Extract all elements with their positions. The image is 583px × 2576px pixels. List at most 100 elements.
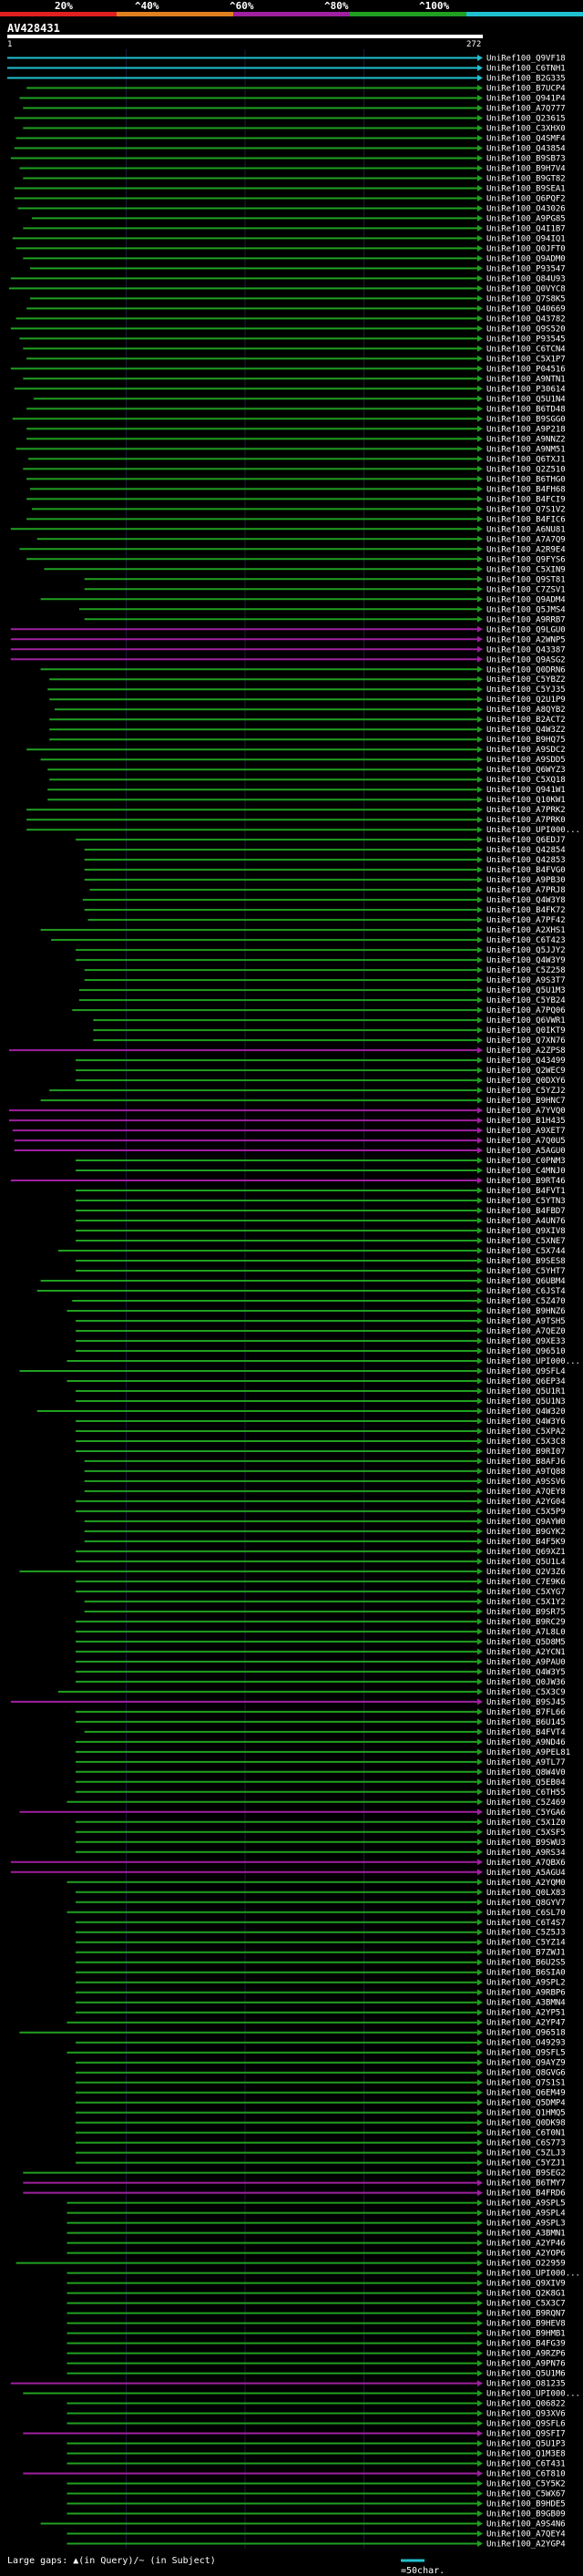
hit-label[interactable]: UniRef100_B9GT82	[486, 174, 566, 183]
hit-label[interactable]: UniRef100_A2YP46	[486, 2240, 566, 2249]
hit-label[interactable]: UniRef100_Q9SFL5	[486, 2049, 566, 2058]
hit-label[interactable]: UniRef100_A2YP51	[486, 2009, 566, 2018]
hit-label[interactable]: UniRef100_A9RRB7	[486, 615, 566, 624]
hit-label[interactable]: UniRef100_Q9FYS6	[486, 555, 566, 564]
hit-label[interactable]: UniRef100_B6SIA0	[486, 1969, 566, 1978]
hit-label[interactable]: UniRef100_A9PG85	[486, 214, 566, 223]
hit-label[interactable]: UniRef100_C5X3C9	[486, 1688, 566, 1697]
hit-label[interactable]: UniRef100_Q0JW36	[486, 1678, 566, 1687]
hit-label[interactable]: UniRef100_Q6EDJ7	[486, 836, 566, 845]
hit-label[interactable]: UniRef100_Q4W3Y9	[486, 956, 566, 965]
hit-label[interactable]: UniRef100_A9TSH5	[486, 1317, 566, 1326]
hit-label[interactable]: UniRef100_Q42854	[486, 846, 566, 855]
hit-label[interactable]: UniRef100_Q9XE33	[486, 1337, 566, 1346]
hit-label[interactable]: UniRef100_B6U145	[486, 1718, 566, 1727]
hit-label[interactable]: UniRef100_A9NM51	[486, 445, 566, 454]
hit-label[interactable]: UniRef100_A9TQ88	[486, 1468, 566, 1477]
hit-label[interactable]: UniRef100_Q2K8G1	[486, 2290, 566, 2299]
hit-label[interactable]: UniRef100_B2G335	[486, 74, 566, 83]
hit-label[interactable]: UniRef100_O22959	[486, 2260, 566, 2269]
hit-label[interactable]: UniRef100_C6JST4	[486, 1287, 566, 1296]
hit-label[interactable]: UniRef100_P30614	[486, 385, 566, 394]
hit-label[interactable]: UniRef100_A7PRJ8	[486, 886, 566, 895]
hit-label[interactable]: UniRef100_C5X744	[486, 1247, 566, 1256]
hit-label[interactable]: UniRef100_C5XSF5	[486, 1829, 566, 1838]
hit-label[interactable]: UniRef100_Q6UBM4	[486, 1277, 566, 1286]
hit-label[interactable]: UniRef100_Q9SFL4	[486, 1367, 566, 1376]
hit-label[interactable]: UniRef100_C6TNH1	[486, 64, 566, 73]
hit-label[interactable]: UniRef100_Q96510	[486, 1347, 566, 1356]
hit-label[interactable]: UniRef100_C4MNJ0	[486, 1167, 566, 1176]
hit-label[interactable]: UniRef100_A9SDC2	[486, 746, 566, 755]
hit-label[interactable]: UniRef100_Q9S520	[486, 325, 566, 334]
hit-label[interactable]: UniRef100_Q5JMS4	[486, 605, 566, 614]
hit-label[interactable]: UniRef100_B6TMY7	[486, 2179, 566, 2189]
hit-label[interactable]: UniRef100_C5X1Y2	[486, 1598, 566, 1607]
hit-label[interactable]: UniRef100_C6T810	[486, 2470, 566, 2479]
hit-label[interactable]: UniRef100_B9HNC7	[486, 1097, 566, 1106]
hit-label[interactable]: UniRef100_Q0DK98	[486, 2119, 566, 2128]
hit-label[interactable]: UniRef100_Q4SMF4	[486, 134, 566, 143]
hit-label[interactable]: UniRef100_Q5U1P3	[486, 2440, 566, 2449]
hit-label[interactable]: UniRef100_C5YHT7	[486, 1267, 566, 1276]
hit-label[interactable]: UniRef100_B9SGG0	[486, 415, 566, 424]
hit-label[interactable]: UniRef100_B9SJ45	[486, 1698, 566, 1707]
hit-label[interactable]: UniRef100_B9GB09	[486, 2510, 566, 2519]
hit-label[interactable]: UniRef100_Q5U1M3	[486, 986, 566, 995]
hit-label[interactable]: UniRef100_B7FL66	[486, 1708, 566, 1717]
hit-label[interactable]: UniRef100_A5AGU0	[486, 1147, 566, 1156]
hit-label[interactable]: UniRef100_C5X3C8	[486, 1437, 566, 1447]
hit-label[interactable]: UniRef100_C5Z5J3	[486, 1929, 566, 1938]
hit-label[interactable]: UniRef100_UPI000...	[486, 1357, 580, 1366]
hit-label[interactable]: UniRef100_A2YP47	[486, 2019, 566, 2028]
hit-label[interactable]: UniRef100_Q6EM49	[486, 2089, 566, 2098]
hit-label[interactable]: UniRef100_C5ZLJ3	[486, 2149, 566, 2159]
hit-label[interactable]: UniRef100_B9HNZ6	[486, 1307, 566, 1316]
hit-label[interactable]: UniRef100_Q9ST81	[486, 575, 566, 584]
hit-label[interactable]: UniRef100_A9PEL81	[486, 1748, 570, 1757]
hit-label[interactable]: UniRef100_B4FRD6	[486, 2190, 566, 2199]
hit-label[interactable]: UniRef100_P93547	[486, 264, 566, 273]
hit-label[interactable]: UniRef100_B6THG0	[486, 475, 566, 484]
hit-label[interactable]: UniRef100_B9SEG2	[486, 2169, 566, 2179]
hit-label[interactable]: UniRef100_B4FVT4	[486, 1728, 566, 1737]
hit-label[interactable]: UniRef100_A3BMN1	[486, 2230, 566, 2239]
hit-label[interactable]: UniRef100_Q6VWR1	[486, 1016, 566, 1025]
hit-label[interactable]: UniRef100_Q0DXY6	[486, 1077, 566, 1086]
hit-label[interactable]: UniRef100_A6NU81	[486, 525, 566, 534]
hit-label[interactable]: UniRef100_C5YJ35	[486, 685, 566, 695]
hit-label[interactable]: UniRef100_C5Z470	[486, 1297, 566, 1306]
hit-label[interactable]: UniRef100_C5X5P9	[486, 1508, 566, 1517]
hit-label[interactable]: UniRef100_A9PN76	[486, 2360, 566, 2369]
hit-label[interactable]: UniRef100_A7QBX6	[486, 1859, 566, 1868]
hit-label[interactable]: UniRef100_B9HMB1	[486, 2330, 566, 2339]
hit-label[interactable]: UniRef100_A2R9E4	[486, 545, 566, 554]
hit-label[interactable]: UniRef100_Q5U1L4	[486, 1558, 566, 1567]
hit-label[interactable]: UniRef100_C5YB24	[486, 996, 566, 1005]
hit-label[interactable]: UniRef100_Q9ADM4	[486, 595, 566, 604]
hit-label[interactable]: UniRef100_Q9ASG2	[486, 655, 566, 665]
hit-label[interactable]: UniRef100_Q0DRN6	[486, 665, 566, 675]
hit-label[interactable]: UniRef100_C6TH55	[486, 1788, 566, 1798]
hit-label[interactable]: UniRef100_B7UCP4	[486, 84, 566, 93]
hit-label[interactable]: UniRef100_B4FCI9	[486, 495, 566, 504]
hit-label[interactable]: UniRef100_Q9AYW0	[486, 1518, 566, 1527]
hit-label[interactable]: UniRef100_Q5DMP4	[486, 2099, 566, 2108]
hit-label[interactable]: UniRef100_B9GYK2	[486, 1528, 566, 1537]
hit-label[interactable]: UniRef100_A9S3T7	[486, 976, 566, 985]
hit-label[interactable]: UniRef100_C6T4S7	[486, 1919, 566, 1928]
hit-label[interactable]: UniRef100_A2YG04	[486, 1498, 566, 1507]
hit-label[interactable]: UniRef100_Q9SFL6	[486, 2420, 566, 2429]
hit-label[interactable]: UniRef100_C6TCN4	[486, 345, 566, 354]
hit-label[interactable]: UniRef100_C5YBZ2	[486, 675, 566, 685]
hit-label[interactable]: UniRef100_UPI000...	[486, 2270, 580, 2279]
hit-label[interactable]: UniRef100_A9TL77	[486, 1758, 566, 1767]
hit-label[interactable]: UniRef100_Q5U1M6	[486, 2370, 566, 2379]
hit-label[interactable]: UniRef100_A9P218	[486, 425, 566, 434]
hit-label[interactable]: UniRef100_Q96518	[486, 2029, 566, 2038]
hit-label[interactable]: UniRef100_C5X1P7	[486, 355, 566, 364]
hit-label[interactable]: UniRef100_A9SPL3	[486, 2220, 566, 2229]
hit-label[interactable]: UniRef100_C5WX67	[486, 2490, 566, 2499]
hit-label[interactable]: UniRef100_UPI000...	[486, 826, 580, 835]
hit-label[interactable]: UniRef100_C6T431	[486, 2460, 566, 2469]
